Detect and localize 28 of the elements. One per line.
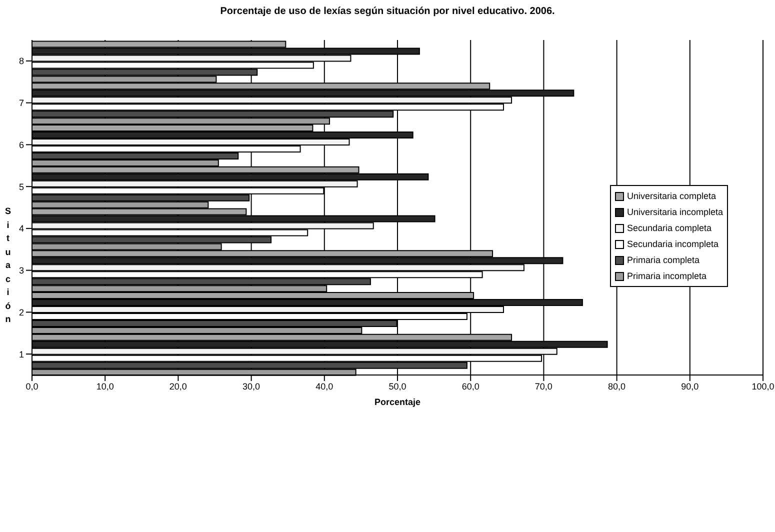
y-tick-label: 6 (18, 140, 24, 150)
x-tick-label: 70,0 (534, 381, 552, 392)
legend-label: Primaria completa (627, 255, 700, 265)
legend-label: Universitaria completa (627, 191, 716, 201)
y-tick-label: 2 (18, 307, 24, 318)
chart-title: Porcentaje de uso de lexías según situación por nivel educativo. 2006. (219, 6, 556, 17)
y-tick-label: 5 (18, 182, 24, 192)
y-tick-label: 7 (18, 98, 24, 108)
x-tick-label: 60,0 (462, 381, 480, 392)
y-tick-label: 4 (18, 224, 24, 234)
x-tick-label: 80,0 (608, 381, 626, 392)
x-tick-label: 20,0 (169, 381, 187, 392)
legend-label: Secundaria incompleta (627, 239, 719, 249)
x-tick-label: 100,0 (752, 381, 774, 392)
x-tick-label: 10,0 (96, 381, 114, 392)
x-tick-label: 50,0 (388, 381, 406, 392)
x-axis-title: Porcentaje (374, 397, 421, 407)
y-tick-label: 3 (18, 266, 24, 276)
x-tick-label: 0,0 (26, 381, 38, 392)
legend-label: Primaria incompleta (627, 271, 707, 281)
y-tick-label: 1 (18, 349, 24, 360)
legend-label: Universitaria incompleta (627, 207, 724, 217)
x-tick-label: 40,0 (316, 381, 334, 392)
legend-label: Secundaria completa (627, 223, 712, 233)
x-tick-label: 90,0 (681, 381, 699, 392)
x-tick-label: 30,0 (242, 381, 260, 392)
y-tick-label: 8 (18, 56, 24, 66)
text: Situación (4, 206, 11, 324)
